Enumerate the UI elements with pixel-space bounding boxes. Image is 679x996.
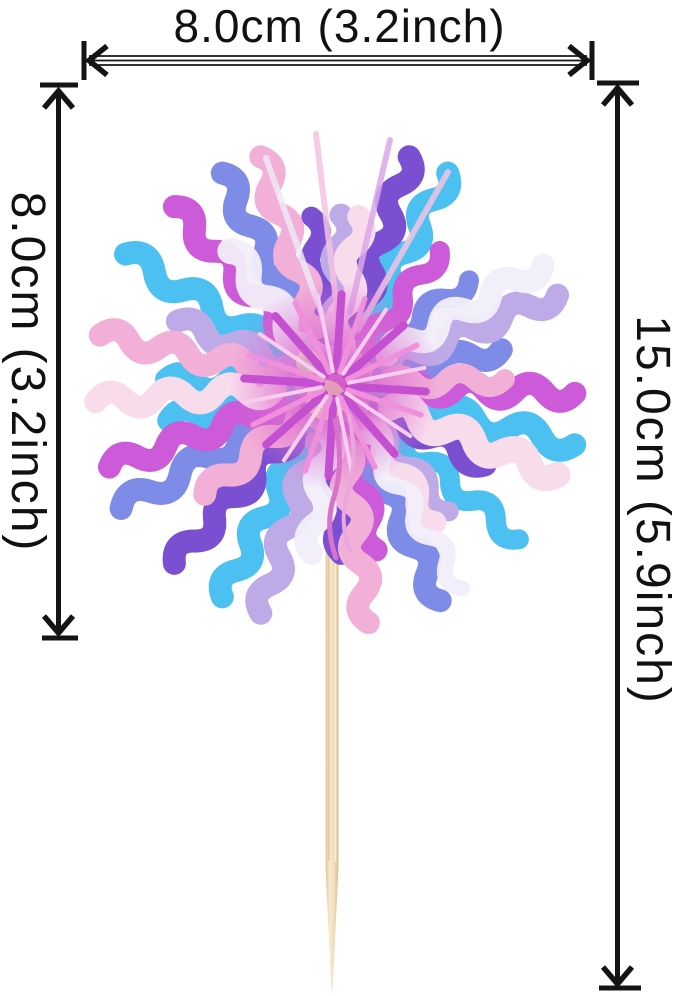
dangling-strands: [327, 414, 356, 561]
width-dimension-label: 8.0cm (3.2inch): [173, 0, 506, 52]
arrowhead-up: [600, 83, 635, 107]
total-height-dimension-label: 15.0cm (5.9inch): [626, 315, 679, 705]
arrowhead-down: [41, 614, 76, 638]
width-dimension-arrow: [81, 41, 595, 80]
arrowhead-right: [567, 43, 592, 78]
pom-pom: [95, 131, 577, 624]
arrowhead-left: [84, 43, 109, 78]
arrowhead-up: [41, 86, 76, 110]
arrowhead-down: [600, 965, 635, 989]
pom-height-dimension-label: 8.0cm (3.2inch): [1, 191, 54, 553]
total-height-dimension-arrow: [597, 80, 641, 991]
tinsel-center: [230, 280, 440, 561]
pom-height-dimension-arrow: [40, 82, 78, 641]
wooden-stick: [325, 505, 339, 990]
